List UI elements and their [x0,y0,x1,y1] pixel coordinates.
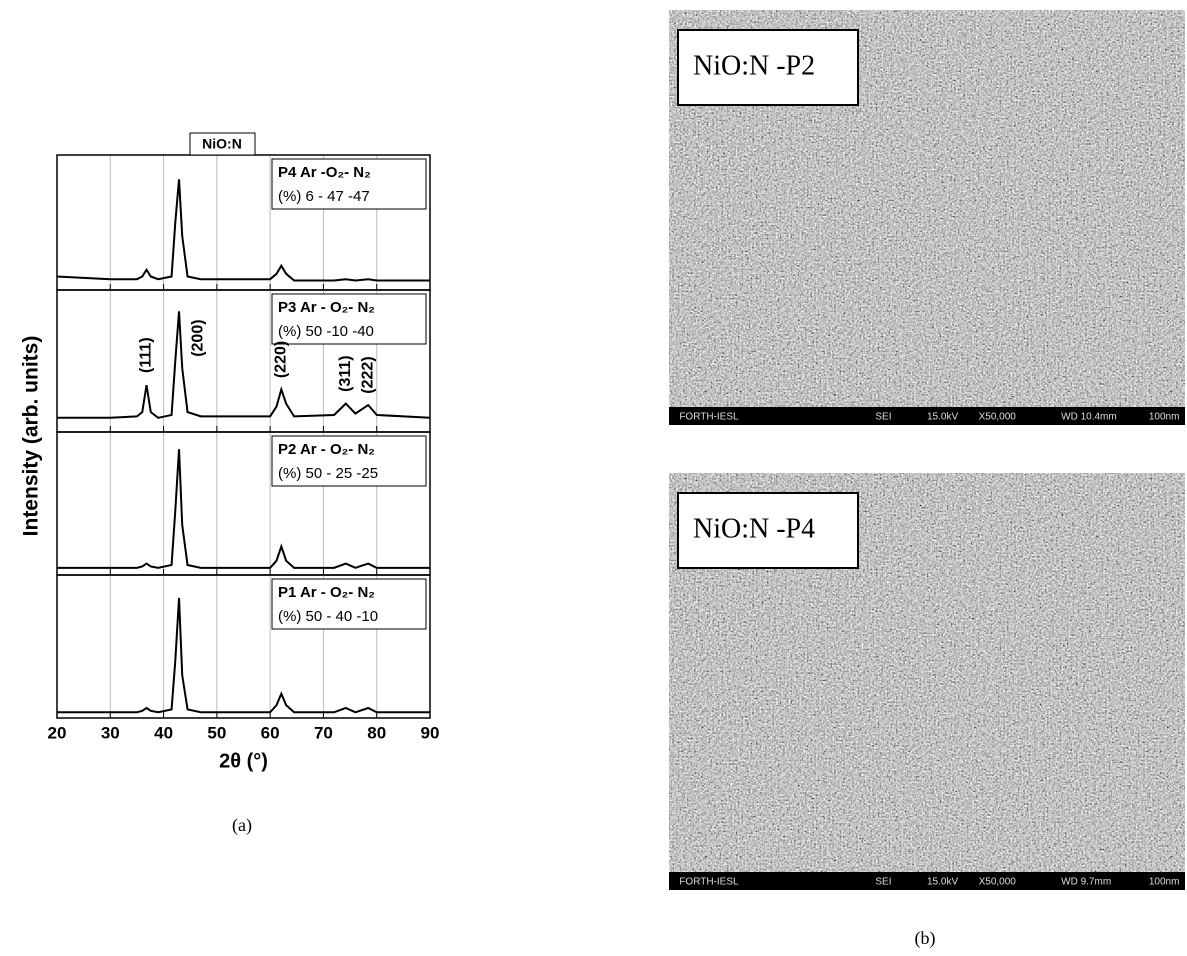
info-text: 15.0kV [927,877,958,888]
info-text: 100nm [1149,412,1180,423]
x-tick-label: 60 [261,723,280,742]
annotation: (%) 6 - 47 -47 [278,188,370,205]
xrd-line [57,311,431,419]
chart-title: NiO:N [202,136,242,152]
x-axis-label: 2θ (°) [219,750,268,772]
info-text: 100nm [1149,877,1180,888]
peak-label: (222) [359,356,376,393]
x-tick-label: 40 [154,723,173,742]
annotation: (%) 50 - 25 -25 [278,465,378,482]
annotation: (%) 50 -10 -40 [278,323,374,340]
image-label: NiO:N -P2 [693,50,815,81]
annotation-box [271,578,427,630]
x-tick-label: 80 [367,723,386,742]
panel-frame [56,574,431,719]
info-text: SEI [875,877,891,888]
info-text: X50,000 [979,877,1017,888]
caption: (a) [232,815,252,836]
annotation-box [271,158,427,210]
info-text: WD 10.4mm [1061,412,1117,423]
xrd-line [57,597,430,714]
x-tick-label: 70 [314,723,333,742]
info-bar [669,872,1185,890]
annotation: (%) 50 - 40 -10 [278,608,378,625]
y-axis-label: Intensity (arb. units) [20,336,43,537]
x-tick-label: 30 [101,723,120,742]
title-box [189,132,256,156]
annotation-box [271,293,427,345]
peak-label: (111) [138,337,155,373]
peak-label: (311) [337,355,354,391]
info-bar [669,407,1185,425]
info-text: 15.0kV [927,412,958,423]
info-text: FORTH-IESL [679,877,739,888]
annotation-box [271,435,427,487]
label-box [677,29,859,106]
info-text: FORTH-IESL [679,412,739,423]
annotation: P3 Ar - O₂- N₂ [278,299,375,316]
sem-images: NiO:N -P2 FORTH-IESL SEI 15.0kV X50,000 WD 10… [669,10,1185,890]
image-label: NiO:N -P4 [693,513,815,544]
x-tick-label: 50 [207,723,226,742]
info-text: SEI [875,412,891,423]
info-text: WD 9.7mm [1061,877,1111,888]
x-tick-label: 90 [421,723,440,742]
peak-label: (200) [189,319,206,356]
x-tick-label: 20 [48,723,67,742]
annotation: P1 Ar - O₂- N₂ [278,584,375,601]
annotation: P4 Ar -O₂- N₂ [278,164,371,181]
caption: (b) [915,928,936,949]
xrd-line [57,449,430,569]
xrd-line [56,179,430,282]
peak-label: (220) [273,341,290,378]
label-box [677,492,859,569]
annotation: P2 Ar - O₂- N₂ [278,441,375,458]
info-text: X50,000 [979,412,1017,423]
